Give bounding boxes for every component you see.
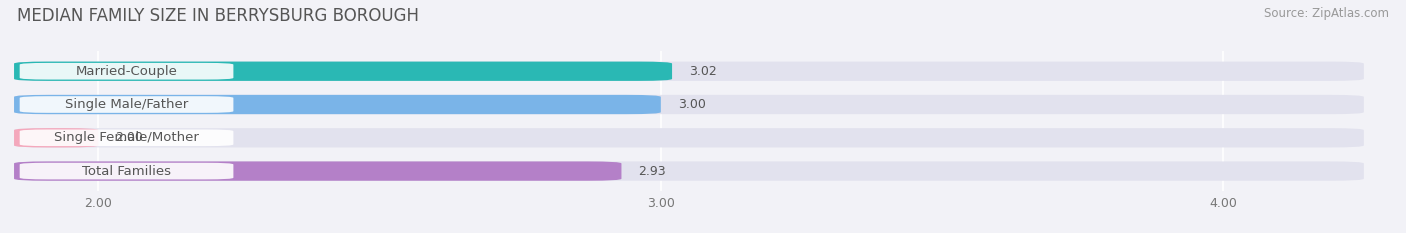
FancyBboxPatch shape bbox=[14, 128, 1364, 147]
Text: 2.93: 2.93 bbox=[638, 164, 666, 178]
FancyBboxPatch shape bbox=[20, 130, 233, 146]
Text: Source: ZipAtlas.com: Source: ZipAtlas.com bbox=[1264, 7, 1389, 20]
FancyBboxPatch shape bbox=[14, 95, 661, 114]
Text: 2.00: 2.00 bbox=[115, 131, 143, 144]
FancyBboxPatch shape bbox=[20, 163, 233, 179]
Text: MEDIAN FAMILY SIZE IN BERRYSBURG BOROUGH: MEDIAN FAMILY SIZE IN BERRYSBURG BOROUGH bbox=[17, 7, 419, 25]
FancyBboxPatch shape bbox=[20, 96, 233, 113]
Text: Total Families: Total Families bbox=[82, 164, 172, 178]
Text: Single Male/Father: Single Male/Father bbox=[65, 98, 188, 111]
FancyBboxPatch shape bbox=[14, 161, 1364, 181]
Text: Single Female/Mother: Single Female/Mother bbox=[53, 131, 200, 144]
FancyBboxPatch shape bbox=[14, 161, 621, 181]
FancyBboxPatch shape bbox=[14, 62, 1364, 81]
FancyBboxPatch shape bbox=[14, 62, 672, 81]
FancyBboxPatch shape bbox=[14, 128, 98, 147]
Text: 3.00: 3.00 bbox=[678, 98, 706, 111]
Text: 3.02: 3.02 bbox=[689, 65, 717, 78]
Text: Married-Couple: Married-Couple bbox=[76, 65, 177, 78]
FancyBboxPatch shape bbox=[14, 95, 1364, 114]
FancyBboxPatch shape bbox=[20, 63, 233, 79]
